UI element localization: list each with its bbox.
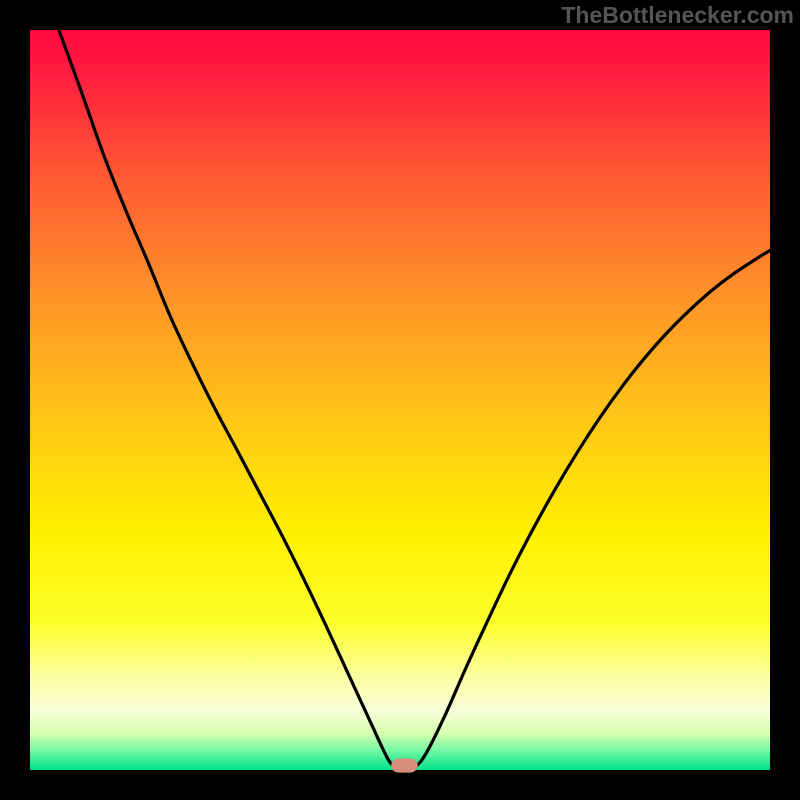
optimum-marker [391, 759, 418, 773]
bottleneck-chart [0, 0, 800, 800]
chart-root: TheBottlenecker.com [0, 0, 800, 800]
plot-background-gradient [30, 30, 770, 770]
watermark-text: TheBottlenecker.com [561, 2, 794, 29]
